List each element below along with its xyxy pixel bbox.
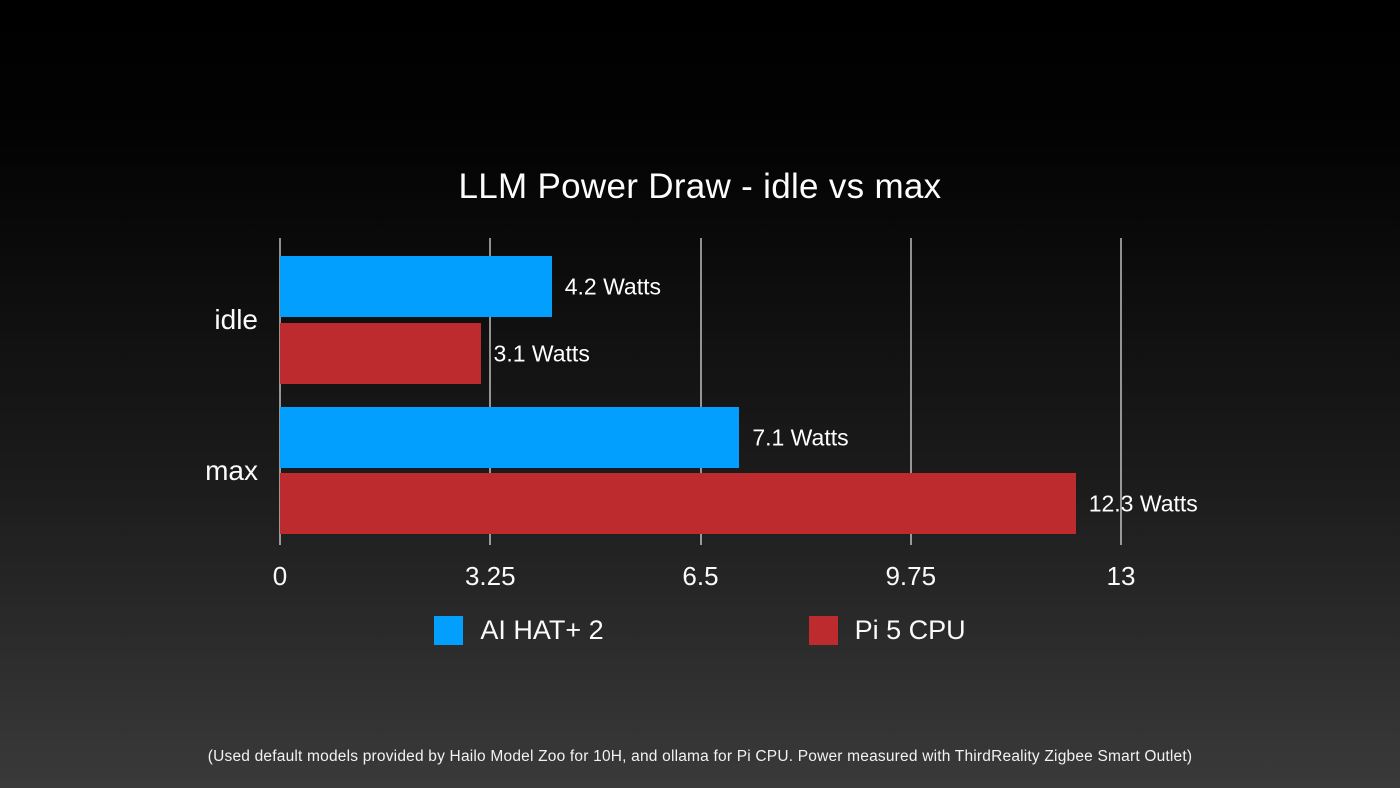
value-label-ai-hat-2-max: 7.1 Watts xyxy=(752,424,849,450)
gridline xyxy=(489,238,492,545)
x-tick-label-6-5: 6.5 xyxy=(682,561,719,591)
bar-ai-hat-2-max xyxy=(280,407,740,468)
category-label-idle: idle xyxy=(214,304,258,335)
x-tick-label-3-25: 3.25 xyxy=(464,561,516,591)
bar-pi-5-cpu-idle xyxy=(280,323,481,384)
plot-area: 4.2 Watts 7.1 Watts 3.1 Watts 12.3 Watts xyxy=(279,238,1198,545)
legend-label-ai-hat-2: AI HAT+ 2 xyxy=(480,615,604,645)
legend: AI HAT+ 2 Pi 5 CPU xyxy=(0,615,1400,646)
x-tick-label-9-75: 9.75 xyxy=(885,561,937,591)
gridline xyxy=(699,238,702,545)
category-label-max: max xyxy=(205,454,258,486)
legend-swatch-ai-hat-2-icon xyxy=(434,616,464,645)
chart-title: LLM Power Draw - idle vs max xyxy=(458,167,942,206)
gridline xyxy=(1120,238,1122,545)
bar-ai-hat-2-idle xyxy=(280,256,552,317)
value-label-pi-5-cpu-idle: 3.1 Watts xyxy=(493,340,590,366)
legend-item-pi-5-cpu: Pi 5 CPU xyxy=(808,615,966,646)
legend-swatch-pi-5-cpu-icon xyxy=(808,616,838,645)
legend-item-ai-hat-2: AI HAT+ 2 xyxy=(434,615,604,646)
footnote: (Used default models provided by Hailo M… xyxy=(207,748,1193,765)
gridline xyxy=(909,238,912,545)
legend-label-pi-5-cpu: Pi 5 CPU xyxy=(854,615,966,645)
value-label-pi-5-cpu-max: 12.3 Watts xyxy=(1088,490,1198,516)
bar-pi-5-cpu-max xyxy=(280,473,1076,534)
gridline xyxy=(279,238,281,545)
x-tick-label-0: 0 xyxy=(272,561,288,591)
x-tick-label-13: 13 xyxy=(1106,561,1136,591)
value-label-ai-hat-2-idle: 4.2 Watts xyxy=(564,273,661,299)
